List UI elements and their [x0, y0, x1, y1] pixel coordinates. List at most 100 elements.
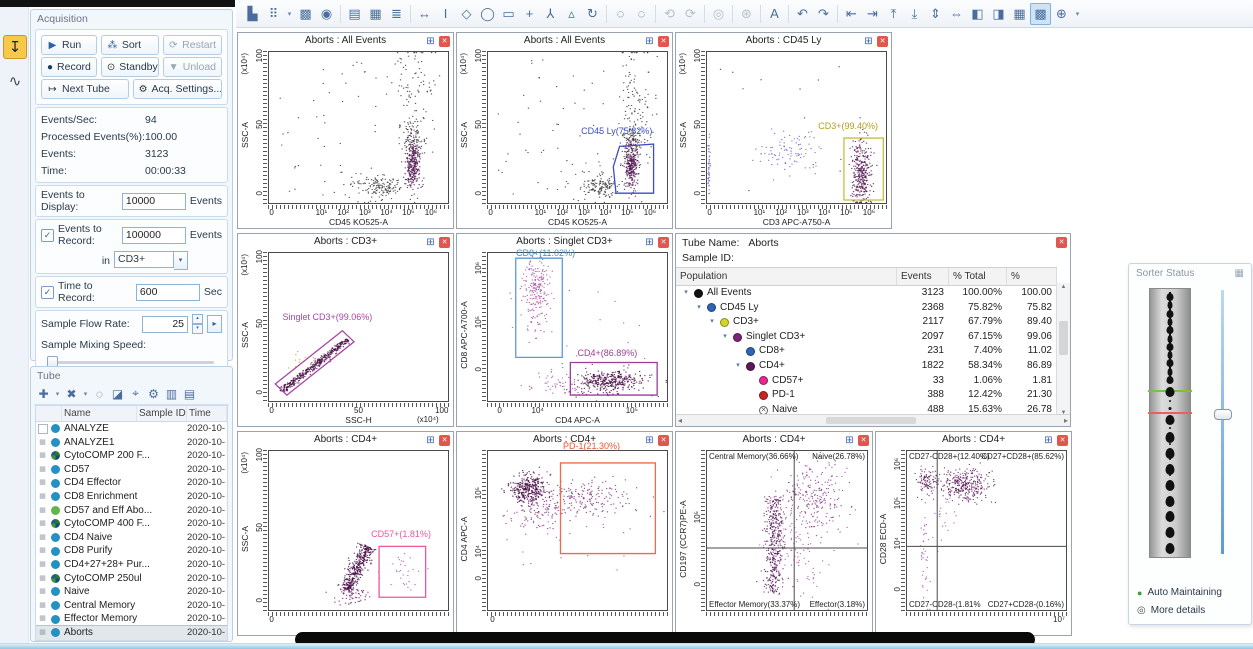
web-report-caret[interactable]: ▾ — [1072, 3, 1083, 25]
tube-row[interactable]: ▦CytoCOMP 400 F...2020-10- — [36, 517, 227, 531]
mixing-speed-slider[interactable] — [49, 361, 214, 364]
tile-layout-icon[interactable]: ▩ — [1030, 3, 1051, 25]
polygon-gate-icon[interactable]: ◇ — [456, 3, 477, 25]
fit-view-icon[interactable]: ⊛ — [736, 3, 757, 25]
plot-close-icon[interactable]: ✕ — [858, 435, 869, 446]
tree-expander-icon[interactable]: ▾ — [708, 315, 716, 330]
scatter-canvas[interactable] — [707, 451, 867, 610]
gate-region[interactable] — [275, 331, 354, 395]
rotate-gate-icon[interactable]: ↻ — [582, 3, 603, 25]
flow-rate-spinner[interactable]: ▴ ▾ — [192, 314, 203, 334]
center-vertical-icon[interactable]: ⇕ — [925, 3, 946, 25]
scatter-canvas[interactable] — [269, 52, 448, 203]
auto-gate-icon[interactable]: ▵ — [561, 3, 582, 25]
scatter-canvas[interactable] — [269, 253, 448, 401]
gate-label[interactable]: CD3+(99.40%) — [818, 121, 878, 131]
add-tube-menu-caret[interactable]: ▾ — [54, 390, 61, 398]
tree-expander-icon[interactable]: ▾ — [721, 330, 729, 345]
scroll-up-icon[interactable]: ▲ — [1057, 284, 1070, 290]
plot-settings-icon[interactable]: ⊞ — [644, 36, 655, 47]
gate-label[interactable]: CD57+(1.81%) — [371, 529, 431, 539]
plot-settings-icon[interactable]: ⊞ — [644, 237, 655, 248]
close-panel-icon[interactable]: ✕ — [1056, 237, 1067, 248]
gate-label[interactable]: CD45 Ly(75.82%) — [581, 126, 652, 136]
redo-icon[interactable]: ↷ — [813, 3, 834, 25]
scroll-thumb[interactable] — [826, 417, 916, 424]
plot-close-icon[interactable]: ✕ — [658, 237, 669, 248]
duplicate-tube-icon[interactable]: ◌ — [92, 387, 107, 401]
scatter-canvas[interactable] — [488, 253, 667, 401]
acquisition-mode-icon[interactable]: ↧ — [3, 35, 27, 59]
more-details-label[interactable]: More details — [1151, 605, 1205, 616]
time-to-record-input[interactable] — [136, 284, 200, 301]
breakoff-slider-track[interactable] — [1221, 290, 1224, 554]
report-icon[interactable]: ▤ — [182, 387, 197, 401]
population-horizontal-scrollbar[interactable]: ◂▸ — [676, 414, 1070, 426]
scatter-canvas[interactable] — [488, 451, 667, 610]
pan-redo-icon[interactable]: ⟳ — [680, 3, 701, 25]
plot-area[interactable]: CD27-CD28+(12.40%)CD27+CD28+(85.62%)CD27… — [906, 450, 1067, 611]
find-tube-icon[interactable]: ⌖ — [128, 386, 143, 401]
open-folder-icon[interactable]: ◪ — [110, 387, 125, 401]
plot-settings-icon[interactable]: ⊞ — [425, 435, 436, 446]
plot-area[interactable] — [268, 252, 449, 402]
tube-row[interactable]: ▦CytoCOMP 200 F...2020-10- — [36, 449, 227, 463]
time-to-record-checkbox[interactable]: ✓ — [41, 286, 54, 299]
zoom-out-icon[interactable]: ◌ — [631, 3, 652, 25]
quadrant-gate-icon[interactable]: + — [519, 3, 540, 25]
rectangle-gate-icon[interactable]: ▭ — [498, 3, 519, 25]
sort-button[interactable]: ⁂Sort — [101, 35, 159, 55]
compensation-setup-icon[interactable]: ⚙ — [146, 387, 161, 401]
population-col-population[interactable]: Population — [676, 268, 897, 285]
zoom-in-icon[interactable]: ◌ — [610, 3, 631, 25]
add-tube-icon[interactable]: ✚ — [36, 387, 51, 401]
tree-expander-icon[interactable]: ▾ — [682, 286, 690, 301]
plot-settings-icon[interactable]: ⊞ — [644, 435, 655, 446]
population-col-events[interactable]: Events — [897, 268, 949, 285]
tube-rack-icon[interactable]: ▥ — [164, 387, 179, 401]
tube-row[interactable]: ▦CD57 and Eff Abo...2020-10- — [36, 504, 227, 518]
scatter-canvas[interactable] — [907, 451, 1066, 610]
plot-close-icon[interactable]: ✕ — [658, 36, 669, 47]
horizontal-gate-icon[interactable]: ↔ — [414, 3, 435, 25]
contour-plot-icon[interactable]: ◉ — [316, 3, 337, 25]
undo-icon[interactable]: ↶ — [792, 3, 813, 25]
tree-expander-icon[interactable]: ▾ — [695, 301, 703, 316]
center-horizontal-icon[interactable]: ⇔ — [946, 3, 967, 25]
histogram-icon[interactable]: ▙ — [242, 3, 263, 25]
acq-settings-button[interactable]: ⚙Acq. Settings... — [133, 79, 222, 99]
hierarchy-icon[interactable]: ≣ — [386, 3, 407, 25]
vertical-gate-icon[interactable]: I — [435, 3, 456, 25]
flow-rate-apply-icon[interactable]: ▸ — [207, 315, 222, 333]
population-vertical-scrollbar[interactable]: ▲▼ — [1056, 283, 1070, 417]
tube-row[interactable]: ▦CD4+27+28+ Pur...2020-10- — [36, 558, 227, 572]
scroll-right-icon[interactable]: ▸ — [1064, 415, 1068, 426]
same-height-icon[interactable]: ◨ — [988, 3, 1009, 25]
standby-button[interactable]: ⊙Standby — [101, 57, 159, 77]
angled-quadrant-gate-icon[interactable]: ⅄ — [540, 3, 561, 25]
web-report-icon[interactable]: ⊕ — [1051, 3, 1072, 25]
spinner-down-icon[interactable]: ▾ — [192, 324, 203, 334]
spinner-up-icon[interactable]: ▴ — [192, 314, 203, 324]
record-button[interactable]: ●Record — [41, 57, 97, 77]
analysis-mode-icon[interactable]: ∿ — [3, 69, 27, 93]
grid-layout-icon[interactable]: ▦ — [1009, 3, 1030, 25]
sample-flow-rate-input[interactable] — [142, 316, 188, 333]
gate-label[interactable]: CD4+(86.89%) — [578, 348, 638, 358]
more-details-icon[interactable]: ◎ — [1137, 605, 1146, 616]
gate-region[interactable] — [613, 144, 653, 193]
gate-label[interactable]: CD8+(11.02%) — [516, 248, 575, 258]
scroll-thumb[interactable] — [1059, 321, 1068, 355]
